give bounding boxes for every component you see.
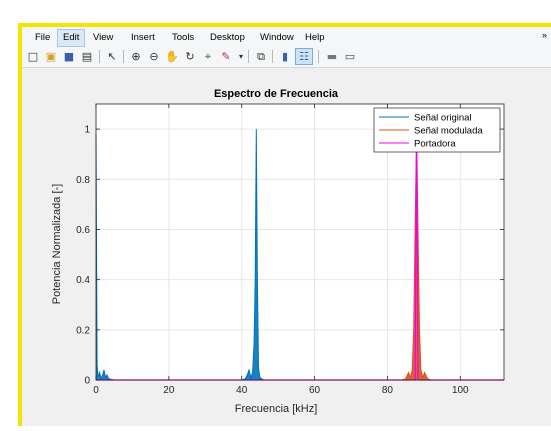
pan-icon[interactable]: ✋ — [165, 50, 179, 63]
toolbar-separator — [272, 50, 273, 63]
menu-view[interactable]: View — [93, 32, 114, 43]
axes: 0 20 40 60 80 100 0 0.2 0.4 0.6 0.8 1 — [76, 103, 505, 396]
brush-dropdown-icon[interactable]: ▾ — [238, 52, 243, 61]
y-tick-label: 0.2 — [76, 325, 90, 336]
hide-plot-tools-icon[interactable]: ▬ — [326, 50, 338, 63]
chart-title: Espectro de Frecuencia — [214, 88, 339, 100]
top-strip — [0, 0, 551, 6]
legend-label: Señal modulada — [414, 126, 483, 137]
toolbar-separator — [99, 50, 100, 63]
toolbar-separator — [123, 50, 124, 63]
print-icon[interactable]: ▤ — [81, 50, 93, 63]
legend-label: Portadora — [414, 139, 456, 150]
y-tick-label: 0.8 — [76, 175, 90, 186]
menu-file[interactable]: File — [35, 32, 51, 43]
menu-window[interactable]: Window — [260, 32, 294, 43]
x-tick-label: 40 — [236, 385, 248, 396]
series-line-0 — [95, 129, 504, 381]
y-tick-label: 1 — [84, 125, 90, 136]
legend-icon[interactable]: ☷ — [295, 48, 313, 65]
x-tick-label: 100 — [452, 385, 469, 396]
toolbar: □ ▣ ■ ▤ ↖ ⊕ ⊖ ✋ ↻ ⌖ ✎ ▾ ⧉ ▮ ☷ ▬ ▭ — [22, 47, 551, 68]
open-folder-icon[interactable]: ▣ — [45, 50, 57, 63]
menu-desktop[interactable]: Desktop — [210, 32, 245, 43]
axes-box — [95, 103, 505, 381]
data-cursor-icon[interactable]: ⌖ — [204, 50, 212, 63]
menu-help[interactable]: Help — [305, 32, 325, 43]
show-plot-tools-icon[interactable]: ▭ — [344, 50, 356, 63]
menu-bar: File Edit View Insert Tools Desktop Wind… — [22, 27, 551, 47]
y-tick-label: 0 — [84, 376, 90, 387]
x-tick-label: 0 — [93, 385, 99, 396]
save-icon[interactable]: ■ — [63, 50, 75, 63]
zoom-out-icon[interactable]: ⊖ — [149, 50, 159, 63]
pointer-icon[interactable]: ↖ — [107, 50, 117, 63]
x-tick-label: 80 — [382, 385, 394, 396]
menu-overflow-icon[interactable]: » — [541, 30, 547, 40]
figure-window: File Edit View Insert Tools Desktop Wind… — [18, 23, 551, 426]
toolbar-separator — [318, 50, 319, 63]
menu-insert[interactable]: Insert — [131, 32, 155, 43]
menu-tools[interactable]: Tools — [172, 32, 195, 43]
y-tick-label: 0.6 — [76, 225, 90, 236]
x-tick-label: 60 — [309, 385, 321, 396]
legend[interactable]: Señal original Señal modulada Portadora — [373, 107, 501, 153]
new-figure-icon[interactable]: □ — [27, 50, 39, 63]
y-axis-label: Potencia Normalizada [-] — [51, 184, 63, 304]
y-tick-label: 0.4 — [76, 275, 90, 286]
figure-area: 0 20 40 60 80 100 0 0.2 0.4 0.6 0.8 1 Espectro de F… — [22, 68, 551, 426]
rotate-3d-icon[interactable]: ↻ — [185, 50, 195, 63]
link-plot-icon[interactable]: ⧉ — [257, 50, 265, 63]
x-tick-label: 20 — [163, 385, 175, 396]
zoom-in-icon[interactable]: ⊕ — [131, 50, 141, 63]
x-axis-label: Frecuencia [kHz] — [235, 403, 318, 415]
spectrum-chart[interactable]: 0 20 40 60 80 100 0 0.2 0.4 0.6 0.8 1 Espectro de F… — [22, 68, 551, 426]
toolbar-separator — [248, 50, 249, 63]
colorbar-icon[interactable]: ▮ — [281, 50, 289, 63]
menu-edit[interactable]: Edit — [57, 29, 86, 47]
brush-icon[interactable]: ✎ — [221, 50, 231, 63]
legend-label: Señal original — [414, 113, 472, 124]
